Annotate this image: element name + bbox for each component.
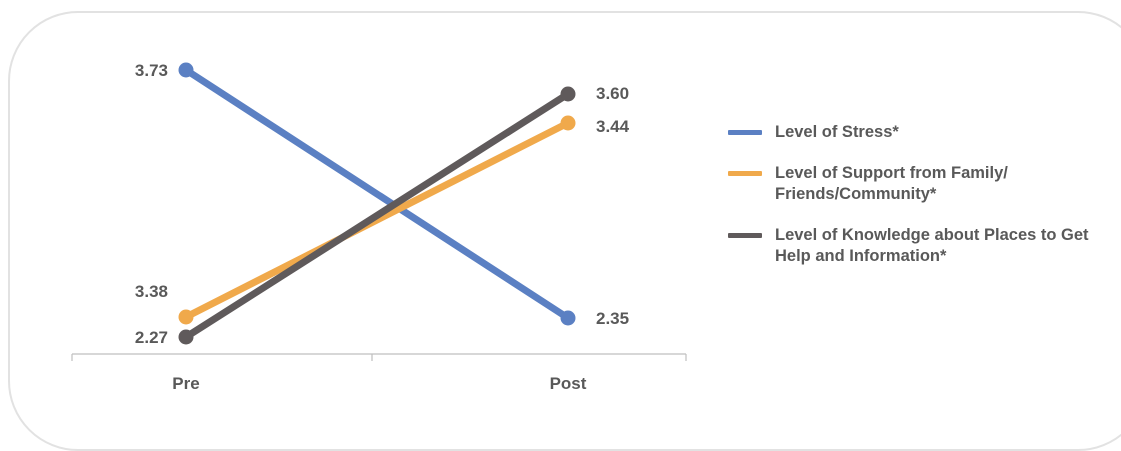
x-axis: Pre Post — [71, 353, 687, 393]
series-3-point-pre — [178, 329, 194, 345]
series-layer — [178, 62, 576, 345]
data-label-s1-pre: 3.73 — [135, 61, 168, 80]
data-label-s3-pre: 2.27 — [135, 328, 168, 347]
legend: Level of Stress* Level of Support from Fa… — [728, 122, 1108, 287]
series-line-1 — [182, 66, 572, 322]
legend-label: Level of Knowledge about Places to Get H… — [775, 226, 1089, 265]
series-line-2 — [182, 119, 572, 321]
series-3-point-post — [560, 86, 576, 102]
series-2-point-post — [560, 115, 576, 131]
data-label-s3-post: 3.60 — [596, 84, 629, 103]
x-tick-label-post: Post — [550, 374, 587, 393]
x-tick-label-pre: Pre — [172, 374, 199, 393]
series-1-point-pre — [178, 62, 194, 78]
series-line-3 — [182, 90, 572, 341]
legend-item-3: Level of Knowledge about Places to Get H… — [728, 225, 1108, 267]
data-label-layer: 3.73 2.35 3.38 3.44 2.27 3.60 — [135, 61, 630, 347]
series-2-point-pre — [178, 309, 194, 325]
data-label-s2-post: 3.44 — [596, 117, 630, 136]
legend-item-1: Level of Stress* — [728, 122, 1108, 143]
data-label-s2-pre: 3.38 — [135, 282, 168, 301]
legend-item-2: Level of Support from Family/ Friends/Co… — [728, 163, 1108, 205]
legend-label: Level of Stress* — [775, 123, 899, 141]
series-1-point-post — [560, 310, 576, 326]
legend-label: Level of Support from Family/ Friends/Co… — [775, 164, 1008, 203]
chart-frame — [8, 11, 1121, 451]
legend-swatch — [728, 171, 762, 176]
legend-swatch — [728, 233, 762, 238]
line-chart: Pre Post 3.73 2.35 3.38 3.44 2.27 3.60 — [71, 61, 687, 393]
data-label-s1-post: 2.35 — [596, 309, 629, 328]
legend-swatch — [728, 130, 762, 135]
